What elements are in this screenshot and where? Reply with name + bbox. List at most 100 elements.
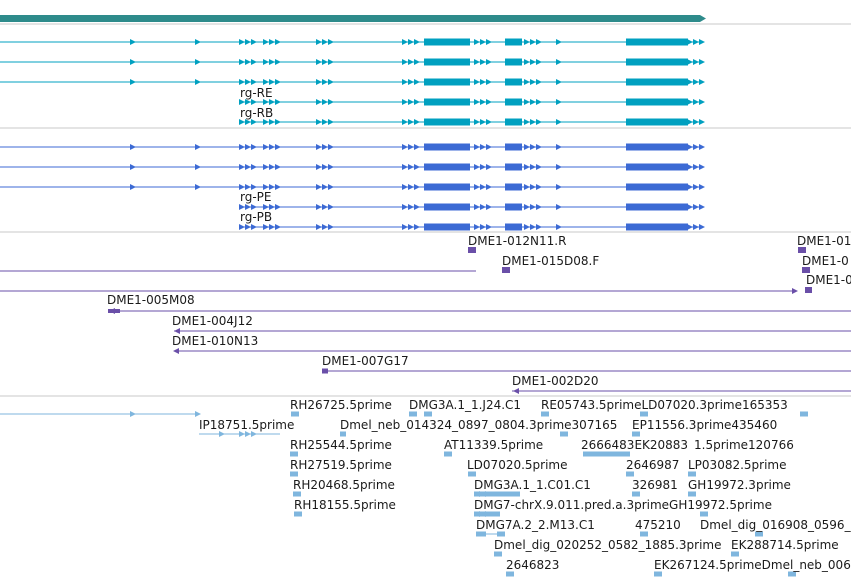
est-label-ep11556[interactable]: EP11556.3prime435460 <box>632 418 778 432</box>
clone-label-01-right[interactable]: DME1-01 <box>797 234 851 248</box>
est-feature[interactable] <box>688 491 696 497</box>
transcript-exon[interactable] <box>626 98 688 106</box>
est-feature[interactable] <box>494 551 502 557</box>
clone-label-010n13[interactable]: DME1-010N13 <box>172 334 259 348</box>
protein-label-pe[interactable]: rg-PE <box>240 190 272 204</box>
transcript-exon[interactable] <box>424 38 470 46</box>
est-feature[interactable] <box>444 451 452 457</box>
clone-label-005m08[interactable]: DME1-005M08 <box>107 293 195 307</box>
transcript-exon[interactable] <box>505 118 522 126</box>
gene-span-bar[interactable] <box>0 15 700 22</box>
est-feature[interactable] <box>800 411 808 417</box>
protein-exon[interactable] <box>505 163 522 171</box>
est-feature[interactable] <box>291 411 299 417</box>
est-label-rh18155[interactable]: RH18155.5prime <box>294 498 396 512</box>
protein-exon[interactable] <box>505 143 522 151</box>
clone-end-0b[interactable] <box>805 287 812 293</box>
clone-label-0-right-b[interactable]: DME1-0 <box>806 273 851 287</box>
protein-exon[interactable] <box>626 143 688 151</box>
est-feature[interactable] <box>506 571 514 577</box>
clone-end-007g17[interactable] <box>322 368 328 374</box>
clone-label-004j12[interactable]: DME1-004J12 <box>172 314 253 328</box>
est-label-re05743[interactable]: RE05743.5primeLD07020.3prime165353 <box>541 398 788 412</box>
transcript-exon[interactable] <box>626 58 688 66</box>
clone-end-015d08[interactable] <box>502 267 510 273</box>
est-feature[interactable] <box>700 511 708 517</box>
est-label-2646823[interactable]: 2646823 <box>506 558 560 572</box>
transcript-exon[interactable] <box>424 58 470 66</box>
protein-exon[interactable] <box>505 183 522 191</box>
transcript-label-rb[interactable]: rg-RB <box>240 106 274 120</box>
protein-exon[interactable] <box>424 203 470 211</box>
transcript-exon[interactable] <box>505 58 522 66</box>
est-feature[interactable] <box>340 431 346 437</box>
est-feature[interactable] <box>632 491 640 497</box>
est-feature[interactable] <box>731 551 739 557</box>
protein-exon[interactable] <box>626 223 688 231</box>
est-feature[interactable] <box>290 451 298 457</box>
est-label-gh19972-3p[interactable]: GH19972.3prime <box>688 478 791 492</box>
est-label-2666483[interactable]: 2666483EK20883 <box>581 438 689 452</box>
clone-label-002d20[interactable]: DME1-002D20 <box>512 374 599 388</box>
est-label-dmg7-chrx[interactable]: DMG7-chrX.9.011.pred.a.3primeGH19972.5pr… <box>474 498 772 512</box>
transcript-exon[interactable] <box>626 78 688 86</box>
protein-exon[interactable] <box>424 223 470 231</box>
protein-exon[interactable] <box>424 163 470 171</box>
est-label-lp03082[interactable]: LP03082.5prime <box>688 458 787 472</box>
est-label-rh25544[interactable]: RH25544.5prime <box>290 438 392 452</box>
est-feature[interactable] <box>541 411 549 417</box>
protein-label-pb[interactable]: rg-PB <box>240 210 273 224</box>
transcript-exon[interactable] <box>424 78 470 86</box>
protein-exon[interactable] <box>505 203 522 211</box>
est-label-at11339[interactable]: AT11339.5prime <box>444 438 544 452</box>
est-label-dmg3a-c01[interactable]: DMG3A.1_1.C01.C1 <box>474 478 591 492</box>
est-label-dmg3a-j24[interactable]: DMG3A.1_1.J24.C1 <box>409 398 522 412</box>
protein-exon[interactable] <box>505 223 522 231</box>
clone-label-0-right-a[interactable]: DME1-0 <box>802 254 849 268</box>
transcript-exon[interactable] <box>626 38 688 46</box>
est-label-rh26725[interactable]: RH26725.5prime <box>290 398 392 412</box>
est-feature[interactable] <box>290 471 298 477</box>
est-feature[interactable] <box>640 531 648 537</box>
est-feature[interactable] <box>654 571 662 577</box>
est-feature[interactable] <box>424 411 432 417</box>
est-label-dmel-neb-014324[interactable]: Dmel_neb_014324_0897_0804.3prime307165 <box>340 418 618 432</box>
clone-label-012n11[interactable]: DME1-012N11.R <box>468 234 567 248</box>
est-label-rh27519[interactable]: RH27519.5prime <box>290 458 392 472</box>
protein-exon[interactable] <box>626 203 688 211</box>
est-label-ek288714[interactable]: EK288714.5prime <box>731 538 839 552</box>
transcript-exon[interactable] <box>626 118 688 126</box>
est-feature[interactable] <box>293 491 301 497</box>
est-feature[interactable] <box>560 431 568 437</box>
est-feature[interactable] <box>755 531 763 537</box>
est-label-120766[interactable]: 1.5prime120766 <box>694 438 794 452</box>
est-feature[interactable] <box>409 411 417 417</box>
clone-end-01[interactable] <box>798 247 806 253</box>
est-label-2646987[interactable]: 2646987 <box>626 458 680 472</box>
est-label-dmel-dig-020252[interactable]: Dmel_dig_020252_0582_1885.3prime <box>494 538 722 552</box>
est-feature[interactable] <box>626 471 634 477</box>
protein-exon[interactable] <box>626 163 688 171</box>
protein-exon[interactable] <box>626 183 688 191</box>
est-label-rh20468[interactable]: RH20468.5prime <box>293 478 395 492</box>
clone-label-015d08[interactable]: DME1-015D08.F <box>502 254 600 268</box>
est-label-dmg7a-m13[interactable]: DMG7A.2_2.M13.C1 <box>476 518 595 532</box>
est-feature[interactable] <box>788 571 796 577</box>
est-label-326981[interactable]: 326981 <box>632 478 678 492</box>
clone-end-005m08[interactable] <box>108 309 120 313</box>
est-feature[interactable] <box>294 511 302 517</box>
transcript-label-re[interactable]: rg-RE <box>240 86 273 100</box>
transcript-exon[interactable] <box>424 118 470 126</box>
protein-exon[interactable] <box>424 143 470 151</box>
est-feature[interactable] <box>640 411 648 417</box>
est-label-dmel-dig-016908[interactable]: Dmel_dig_016908_0596_ <box>700 518 851 532</box>
est-feature[interactable] <box>632 431 640 437</box>
est-label-ip18751[interactable]: IP18751.5prime <box>199 418 295 432</box>
clone-end-0a[interactable] <box>802 267 810 273</box>
clone-label-007g17[interactable]: DME1-007G17 <box>322 354 409 368</box>
transcript-exon[interactable] <box>424 98 470 106</box>
est-label-475210[interactable]: 475210 <box>635 518 681 532</box>
clone-end-012n11[interactable] <box>468 247 476 253</box>
est-label-ld07020-5p[interactable]: LD07020.5prime <box>467 458 568 472</box>
